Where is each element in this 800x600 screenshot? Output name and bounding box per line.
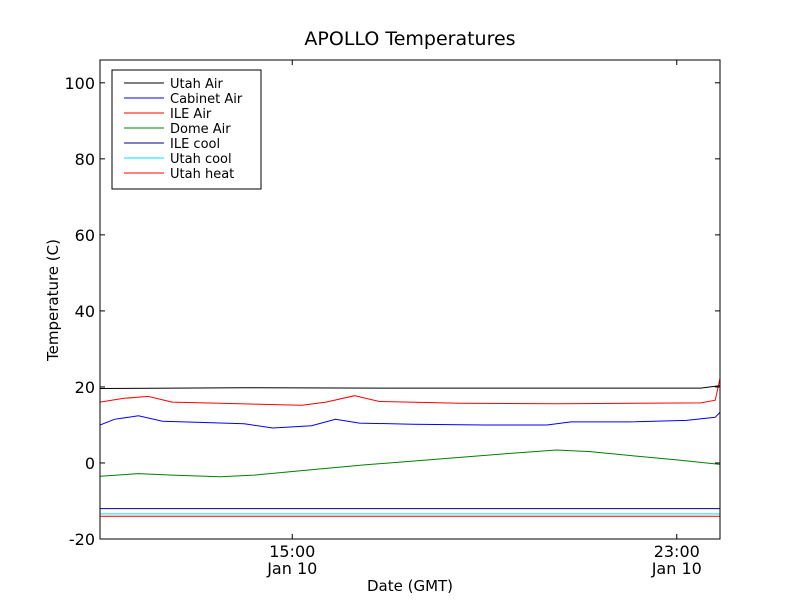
x-tick-label-date: Jan 10 xyxy=(651,559,702,578)
y-tick-label: -20 xyxy=(69,530,95,549)
legend-label: ILE Air xyxy=(170,107,212,122)
y-tick-label: 20 xyxy=(75,378,95,397)
y-tick-label: 0 xyxy=(85,454,95,473)
legend-label: ILE cool xyxy=(170,137,220,152)
legend-label: Utah heat xyxy=(170,167,234,182)
y-axis-label: Temperature (C) xyxy=(44,239,62,362)
series-line-utah-air xyxy=(100,385,720,389)
x-axis-label: Date (GMT) xyxy=(367,577,453,595)
x-tick-label-time: 23:00 xyxy=(654,542,700,561)
legend-label: Utah cool xyxy=(170,152,232,167)
legend-label: Utah Air xyxy=(170,77,223,92)
legend-box xyxy=(111,69,262,190)
series-line-ile-cool xyxy=(100,508,720,510)
legend-label: Cabinet Air xyxy=(170,92,243,107)
series-lines xyxy=(100,376,720,517)
chart-title: APOLLO Temperatures xyxy=(304,28,515,50)
plot-area xyxy=(100,376,720,517)
series-line-cabinet-air xyxy=(100,411,720,429)
series-line-dome-air xyxy=(100,449,720,478)
y-tick-label: 60 xyxy=(75,226,95,245)
x-tick-label-date: Jan 10 xyxy=(266,559,317,578)
x-tick-label-time: 15:00 xyxy=(269,542,315,561)
legend-label: Dome Air xyxy=(170,122,231,137)
y-tick-label: 40 xyxy=(75,302,95,321)
y-tick-label: 100 xyxy=(64,74,95,93)
series-line-utah-heat xyxy=(100,515,720,517)
y-tick-label: 80 xyxy=(75,150,95,169)
axes-frame xyxy=(99,59,721,540)
